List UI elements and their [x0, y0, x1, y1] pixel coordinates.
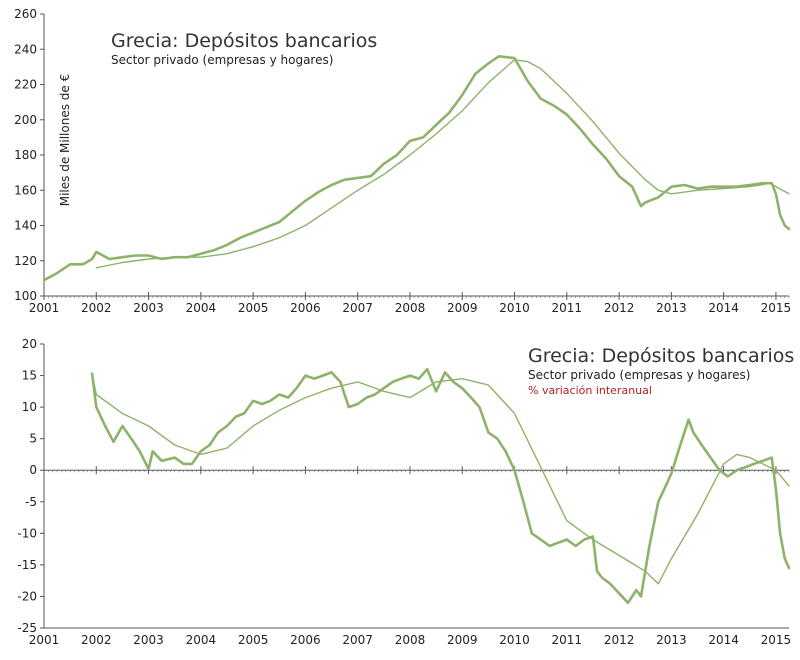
chart2-y-tick-label: -10	[17, 526, 37, 540]
chart1-subtitle: Sector privado (empresas y hogares)	[111, 53, 333, 67]
chart1-x-tick-label: 2015	[761, 301, 792, 315]
chart1-x-tick-label: 2008	[395, 301, 426, 315]
chart1-ylabel: Miles de Millones de €	[58, 74, 72, 207]
chart1-series-trend	[95, 59, 790, 269]
deposits-level-chart: Grecia: Depósitos bancarios Sector priva…	[14, 7, 791, 315]
chart2-x-tick-label: 2011	[552, 633, 583, 647]
chart1-x-tick-label: 2012	[604, 301, 635, 315]
chart2-series-monthly	[90, 367, 791, 605]
chart2-x-tick-label: 2004	[186, 633, 217, 647]
chart1-x-tick-label: 2013	[656, 301, 687, 315]
chart2-y-tick-label: -5	[25, 495, 37, 509]
chart2-x-tick-label: 2002	[81, 633, 112, 647]
chart2-y-tick-label: -25	[17, 621, 37, 635]
chart1-x-tick-label: 2007	[342, 301, 373, 315]
chart2-x-tick-label: 2008	[395, 633, 426, 647]
chart1-y-tick-label: 160	[14, 183, 37, 197]
chart2-x-tick-label: 2012	[604, 633, 635, 647]
chart1-y-tick-label: 260	[14, 7, 37, 21]
chart2-y-tick-label: 20	[22, 337, 37, 351]
chart1-x-tick-label: 2014	[708, 301, 739, 315]
chart1-title: Grecia: Depósitos bancarios	[111, 30, 377, 52]
chart2-note: % variación interanual	[528, 384, 652, 397]
chart1-x-tick-label: 2006	[290, 301, 321, 315]
chart2-y-tick-label: 10	[22, 400, 37, 414]
chart2-x-tick-label: 2015	[761, 633, 792, 647]
chart1-x-tick-label: 2004	[186, 301, 217, 315]
chart2-x-tick-label: 2006	[290, 633, 321, 647]
chart2-x-tick-label: 2014	[708, 633, 739, 647]
chart2-x-tick-label: 2013	[656, 633, 687, 647]
chart1-y-tick-label: 220	[14, 78, 37, 92]
chart1-x-tick-label: 2001	[29, 301, 60, 315]
chart2-subtitle: Sector privado (empresas y hogares)	[528, 368, 750, 382]
chart2-x-tick-label: 2001	[29, 633, 60, 647]
chart1-x-tick-label: 2003	[133, 301, 164, 315]
chart1-series-monthly	[42, 54, 791, 282]
chart2-title: Grecia: Depósitos bancarios	[528, 345, 794, 367]
chart1-y-tick-label: 180	[14, 148, 37, 162]
chart2-y-tick-label: -20	[17, 589, 37, 603]
chart1-y-tick-label: 200	[14, 113, 37, 127]
chart2-x-tick-label: 2009	[447, 633, 478, 647]
chart1-y-tick-label: 100	[14, 289, 37, 303]
chart1-x-tick-label: 2010	[499, 301, 530, 315]
chart2-y-tick-label: 15	[22, 369, 37, 383]
chart1-y-tick-label: 140	[14, 219, 37, 233]
chart1-y-tick-label: 240	[14, 42, 37, 56]
deposits-yoy-chart: Grecia: Depósitos bancarios Sector priva…	[17, 337, 794, 647]
chart1-y-tick-label: 120	[14, 254, 37, 268]
chart2-x-tick-label: 2005	[238, 633, 269, 647]
chart2-y-tick-label: -15	[17, 558, 37, 572]
chart2-x-tick-label: 2010	[499, 633, 530, 647]
chart1-x-tick-label: 2005	[238, 301, 269, 315]
chart1-x-tick-label: 2011	[552, 301, 583, 315]
chart1-x-tick-label: 2002	[81, 301, 112, 315]
chart2-y-tick-label: 5	[29, 432, 37, 446]
chart2-y-tick-label: 0	[29, 463, 37, 477]
chart2-x-tick-label: 2003	[133, 633, 164, 647]
chart1-x-tick-label: 2009	[447, 301, 478, 315]
chart2-x-tick-label: 2007	[342, 633, 373, 647]
chart2-series-trend	[91, 373, 790, 585]
